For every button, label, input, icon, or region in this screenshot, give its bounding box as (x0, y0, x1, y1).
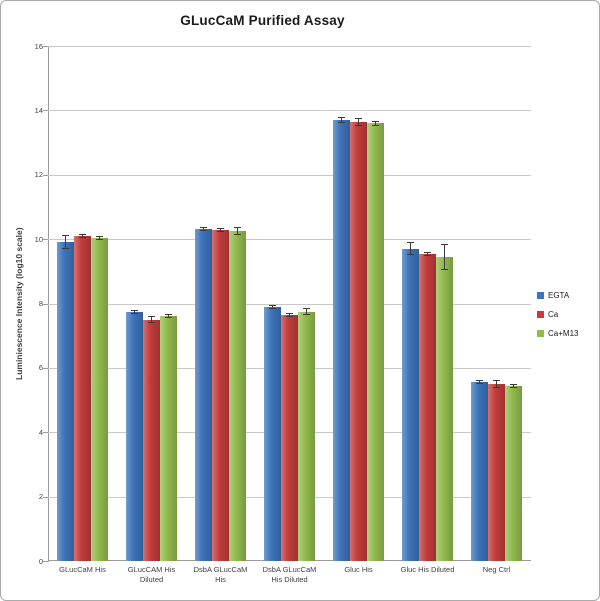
legend-item: EGTA (537, 289, 578, 301)
error-bar (286, 312, 293, 317)
gridline (48, 239, 531, 241)
error-bar (407, 242, 414, 256)
y-axis-tick-label: 12 (34, 170, 43, 180)
bar-ca (74, 233, 91, 561)
error-bar (269, 304, 276, 309)
error-bar (303, 308, 310, 315)
bar-ca-m13 (436, 243, 453, 561)
legend-swatch-egta (537, 291, 544, 299)
error-bar (79, 233, 86, 238)
gridline (48, 303, 531, 305)
y-axis-tick-mark (43, 46, 48, 47)
y-axis-tick-mark (43, 174, 48, 176)
error-bar (372, 120, 379, 126)
x-axis-label: GLucCAM His Diluted (127, 565, 176, 584)
error-bar (510, 383, 517, 388)
bar-egta (333, 117, 350, 561)
bar-ca (212, 228, 229, 561)
bar-ca-m13 (367, 120, 384, 561)
gridline (48, 110, 531, 112)
error-bar (131, 309, 138, 314)
bar-ca-m13 (91, 235, 108, 561)
error-bar (493, 380, 500, 388)
bar-ca (350, 117, 367, 561)
legend-item: Ca (537, 308, 578, 320)
error-bar (217, 228, 224, 233)
legend-label: Ca+M13 (548, 328, 579, 338)
x-axis-label: GLucCaM His (59, 565, 106, 574)
y-axis-tick-label: 0 (38, 556, 43, 566)
error-bar (165, 314, 172, 319)
legend-label: EGTA (548, 290, 570, 300)
bar-egta (57, 235, 74, 561)
y-axis-tick-label: 16 (34, 41, 43, 51)
y-axis-tick-mark (43, 110, 48, 112)
y-axis-tick-label: 6 (38, 363, 43, 373)
bar-ca-m13 (229, 227, 246, 561)
bar-ca (143, 316, 160, 561)
legend-item: Ca+M13 (537, 327, 578, 339)
error-bar (148, 316, 155, 323)
bar-egta (264, 304, 281, 561)
y-axis-tick-label: 4 (38, 427, 43, 437)
chart-title: GLucCaM Purified Assay (180, 13, 345, 28)
bar-egta (471, 380, 488, 561)
error-bar (441, 243, 448, 270)
y-axis-tick-mark (43, 239, 48, 241)
x-axis-label: Neg Ctrl (482, 565, 511, 574)
legend-swatch-ca (537, 310, 544, 318)
legend: EGTA Ca Ca+M13 (537, 289, 578, 346)
bar-group (186, 46, 255, 561)
bar-egta (195, 227, 212, 561)
bar-group (393, 46, 462, 561)
y-axis-tick-mark (43, 432, 48, 434)
bar-group (462, 46, 531, 561)
bar-ca (488, 380, 505, 561)
y-axis-tick-mark (43, 367, 48, 369)
legend-label: Ca (548, 309, 559, 319)
error-bar (355, 117, 362, 126)
y-axis-tick-label: 14 (34, 105, 43, 115)
y-axis-tick-mark (43, 561, 48, 562)
error-bar (476, 380, 483, 385)
bar-ca (419, 251, 436, 561)
bar-group (117, 46, 186, 561)
error-bar (234, 227, 241, 235)
legend-swatch-ca-m13 (537, 329, 544, 337)
y-axis-tick-mark (43, 496, 48, 498)
error-bar (200, 227, 207, 232)
bar-egta (126, 309, 143, 561)
bar-ca-m13 (505, 383, 522, 561)
bar-ca-m13 (298, 308, 315, 561)
y-axis-tick-label: 8 (38, 299, 43, 308)
y-axis-tick-mark (43, 303, 48, 305)
x-axis-labels: GLucCaM His GLucCAM His Diluted DsbA GLucC… (48, 565, 531, 591)
bar-group (324, 46, 393, 561)
bar-ca (281, 312, 298, 561)
y-axis-tick-label: 10 (34, 234, 43, 244)
gridline (48, 46, 531, 47)
x-axis-label: DsbA GLucCaM His Diluted (262, 565, 317, 584)
error-bar (62, 235, 69, 250)
x-axis-label: DsbA GLucCaM His (193, 565, 248, 584)
x-axis-label: Gluc His (344, 565, 373, 574)
bar-group (48, 46, 117, 561)
bar-group (255, 46, 324, 561)
error-bar (96, 235, 103, 240)
plot-area (48, 46, 531, 561)
bar-ca-m13 (160, 314, 177, 561)
x-axis-label: Gluc His Diluted (400, 565, 455, 574)
gridline (48, 174, 531, 176)
y-axis-tick-label: 2 (38, 492, 43, 502)
error-bar (338, 117, 345, 123)
bar-egta (402, 242, 419, 561)
error-bar (424, 251, 431, 256)
